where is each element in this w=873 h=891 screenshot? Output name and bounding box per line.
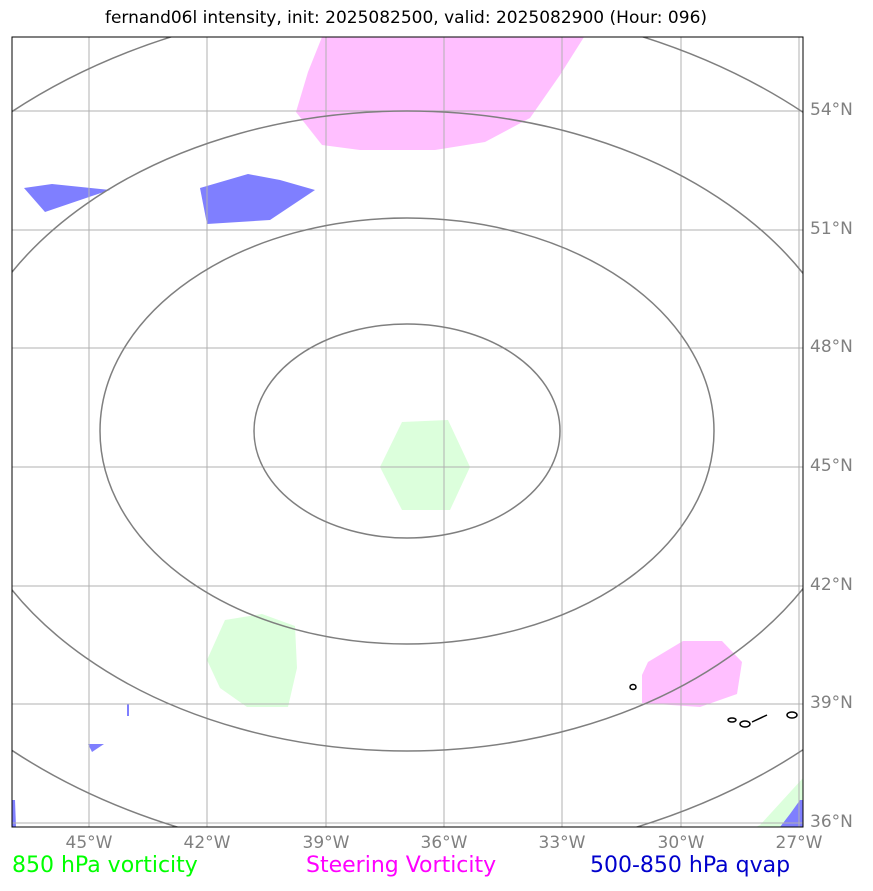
vorticity-850-center	[380, 420, 470, 510]
lon-label-39w: 39°W	[302, 833, 350, 853]
vorticity-850-southwest	[207, 614, 297, 707]
lat-label-51n: 51°N	[810, 219, 853, 239]
lat-label-45n: 45°N	[810, 456, 853, 476]
height-contours	[12, 37, 803, 827]
lat-label-42n: 42°N	[810, 575, 853, 595]
lon-label-45w: 45°W	[65, 833, 113, 853]
qvap-patch-northwest	[24, 184, 110, 212]
lon-label-30w: 30°W	[657, 833, 705, 853]
contour-ring-2	[99, 217, 715, 645]
legend-steering-vorticity: Steering Vorticity	[306, 853, 497, 878]
lat-label-39n: 39°N	[810, 693, 853, 713]
plot-border	[11, 36, 804, 828]
qvap-patch-small-mid	[127, 704, 129, 716]
contour-ring-3	[12, 110, 803, 752]
lon-label-36w: 36°W	[420, 833, 468, 853]
qvap-patch-north	[200, 174, 315, 224]
lon-label-27w: 27°W	[775, 833, 823, 853]
lat-label-54n: 54°N	[810, 100, 853, 120]
map-title: fernand06l intensity, init: 2025082500, …	[104, 8, 708, 28]
black-contours	[629, 683, 798, 728]
steering-vorticity-southeast	[642, 641, 742, 707]
lon-label-33w: 33°W	[538, 833, 586, 853]
qvap-patch-southeast-corner	[780, 800, 803, 827]
contour-ring-1	[253, 323, 561, 539]
steering-vorticity-north	[296, 37, 584, 150]
legend-qvap: 500-850 hPa qvap	[590, 853, 791, 878]
legend-850-vorticity: 850 hPa vorticity	[12, 853, 198, 878]
lat-label-48n: 48°N	[810, 337, 853, 357]
lon-label-42w: 42°W	[183, 833, 231, 853]
lat-label-36n: 36°N	[810, 812, 853, 832]
gridlines	[12, 37, 803, 827]
qvap-patch-small-west	[88, 744, 104, 752]
qvap-patch-southwest-edge	[12, 800, 16, 827]
